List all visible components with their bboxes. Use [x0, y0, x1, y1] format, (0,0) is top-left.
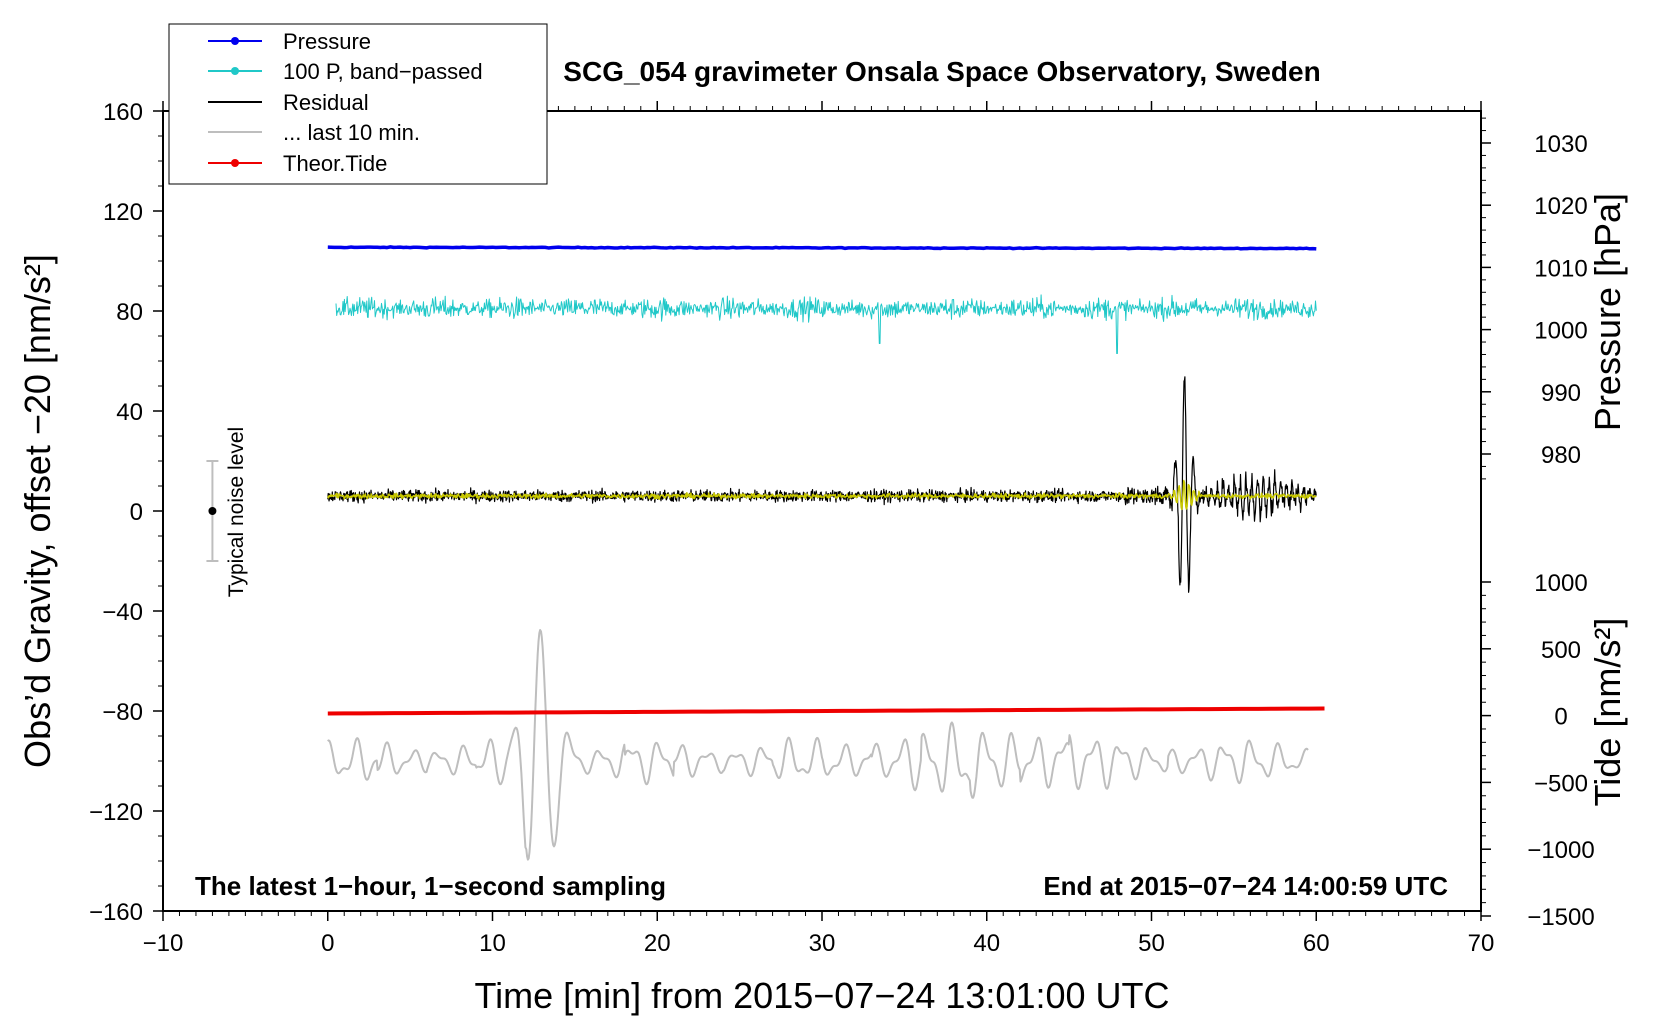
pressure-tick-label: 1000	[1534, 318, 1587, 345]
legend-marker	[231, 67, 239, 75]
pressure-tick-label: 990	[1541, 380, 1581, 407]
series-band-passed	[335, 294, 1317, 354]
pressure-tick-label: 1030	[1534, 131, 1587, 158]
y-tick-label: 120	[103, 199, 143, 226]
series-layer	[327, 245, 1325, 861]
legend-label-bandpassed: 100 P, band−passed	[283, 59, 483, 84]
pressure-tick-label: 1020	[1534, 193, 1587, 220]
y-tick-label: 80	[116, 299, 143, 326]
y-tick-label: 0	[130, 499, 143, 526]
x-tick-label: 40	[973, 930, 1000, 957]
x-tick-label: 30	[809, 930, 836, 957]
tide-tick-label: −500	[1534, 770, 1588, 797]
x-tick-label: 50	[1138, 930, 1165, 957]
pressure-tick-label: 1010	[1534, 255, 1587, 282]
legend-marker	[231, 37, 239, 45]
x-tick-label: 20	[644, 930, 671, 957]
y-axis-label-tide: Tide [nm/s²]	[1587, 618, 1628, 807]
noise-bar-center	[208, 507, 217, 515]
series-theor-tide	[327, 706, 1325, 716]
y-axis-label-pressure: Pressure [hPa]	[1587, 193, 1628, 431]
x-axis-label: Time [min] from 2015−07−24 13:01:00 UTC	[474, 975, 1169, 1016]
tide-tick-label: −1000	[1527, 837, 1594, 864]
y-tick-label: 160	[103, 99, 143, 126]
axes-layer: −10 0 10 20 30 40 50 60 70−160−120−80−4004080120…	[89, 99, 1595, 957]
pressure-tick-label: 980	[1541, 442, 1581, 469]
y-tick-label: −120	[89, 799, 143, 826]
series-residual-filtered	[327, 479, 1317, 511]
tide-tick-label: 500	[1541, 637, 1581, 664]
x-tick-label: 60	[1303, 930, 1330, 957]
y-axis-label-left: Obs’d Gravity, offset −20 [nm/s²]	[17, 254, 58, 768]
y-tick-label: −160	[89, 899, 143, 926]
tide-tick-label: 1000	[1534, 570, 1587, 597]
annotation-right: End at 2015−07−24 14:00:59 UTC	[1043, 871, 1448, 901]
y-tick-label: 40	[116, 399, 143, 426]
annotation-left: The latest 1−hour, 1−second sampling	[195, 871, 666, 901]
legend-label-tide: Theor.Tide	[283, 151, 387, 176]
chart-title: SCG_054 gravimeter Onsala Space Observat…	[563, 56, 1320, 87]
series-last-10-min	[327, 629, 1309, 861]
y-tick-label: −80	[102, 699, 143, 726]
legend-label-last10: ... last 10 min.	[283, 120, 420, 145]
legend-box	[168, 23, 548, 185]
noise-label: Typical noise level	[225, 427, 248, 597]
x-tick-label: 70	[1468, 930, 1495, 957]
plot-frame	[162, 110, 1482, 912]
tide-tick-label: −1500	[1527, 904, 1594, 931]
x-tick-label: −10	[143, 930, 184, 957]
series-residual	[327, 376, 1317, 593]
y-tick-label: −40	[102, 599, 143, 626]
x-tick-label: 10	[479, 930, 506, 957]
legend: Pressure 100 P, band−passed Residual ...…	[168, 23, 548, 185]
tide-tick-label: 0	[1554, 704, 1567, 731]
series-pressure	[327, 245, 1317, 251]
legend-label-residual: Residual	[283, 90, 369, 115]
legend-marker	[231, 159, 239, 167]
noise-bar	[206, 460, 219, 562]
x-tick-label: 0	[321, 930, 334, 957]
legend-label-pressure: Pressure	[283, 29, 371, 54]
